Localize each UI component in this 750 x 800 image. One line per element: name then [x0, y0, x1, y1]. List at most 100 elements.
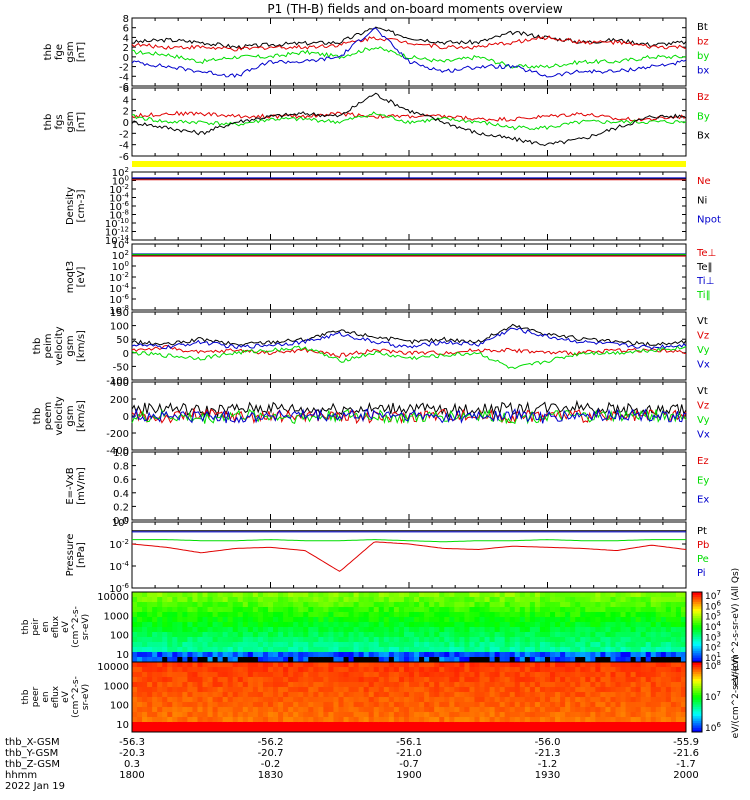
spectrogram-cell: [318, 602, 324, 608]
spectrogram-cell: [464, 717, 470, 723]
spectrogram-cell: [529, 702, 536, 708]
spectrogram-cell: [257, 677, 264, 683]
ylabel-line: [cm-3]: [76, 189, 87, 222]
spectrogram-cell: [650, 622, 657, 628]
spectrogram-cell: [403, 727, 410, 733]
spectrogram-cell: [539, 592, 546, 598]
spectrogram-cell: [323, 632, 329, 638]
spectrogram-cell: [343, 682, 350, 688]
spectrogram-cell: [635, 707, 642, 713]
spectrogram-cell: [147, 687, 153, 693]
spectrogram-cell: [197, 697, 204, 703]
spectrogram-cell: [373, 612, 380, 618]
spectrogram-cell: [288, 712, 294, 718]
spectrogram-cell: [615, 702, 622, 708]
spectrogram-cell: [560, 627, 566, 633]
spectrogram-cell: [555, 662, 561, 668]
spectrogram-cell: [429, 727, 435, 733]
spectrogram-cell: [610, 617, 616, 623]
spectrogram-cell: [308, 632, 314, 638]
spectrogram-cell: [318, 687, 324, 693]
spectrogram-cell: [137, 677, 143, 683]
spectrogram-cell: [580, 677, 586, 683]
series-line-Pb: [131, 541, 687, 572]
spectrogram-cell: [207, 682, 214, 688]
spectrogram-cell: [267, 662, 274, 668]
spectrogram-cell: [494, 637, 501, 643]
spectrogram-cell: [278, 682, 284, 688]
spectrogram-cell: [630, 717, 637, 723]
spectrogram-cell: [212, 627, 219, 633]
spectrogram-cell: [257, 697, 264, 703]
spectrogram-cell: [278, 647, 284, 653]
spectrogram-cell: [524, 727, 531, 733]
spectrogram-cell: [177, 602, 183, 608]
spectrogram-cell: [524, 662, 531, 668]
spectrogram-cell: [318, 692, 324, 698]
spectrogram-cell: [343, 707, 350, 713]
spectrogram-cell: [600, 677, 606, 683]
spectrogram-cell: [454, 612, 460, 618]
ytick-label: 1.0: [113, 448, 129, 459]
spectrogram-cell: [313, 677, 319, 683]
spectrogram-cell: [499, 682, 506, 688]
spectrogram-cell: [565, 637, 571, 643]
spectrogram-cell: [162, 652, 168, 658]
spectrogram-cell: [675, 602, 682, 608]
spectrogram-cell: [499, 697, 506, 703]
spectrogram-cell: [680, 707, 687, 713]
spectrogram-cell: [288, 622, 294, 628]
spectrogram-cell: [560, 657, 566, 663]
spectrogram-cell: [529, 592, 536, 598]
spectrogram-cell: [298, 652, 304, 658]
footer-row-label: hhmm: [5, 770, 37, 781]
spectrogram-cell: [424, 727, 430, 733]
spectrogram-cell: [459, 652, 465, 658]
spectrogram-cell: [293, 607, 299, 613]
spectrogram-cell: [348, 617, 355, 623]
spectrogram-cell: [454, 592, 460, 598]
spectrogram-cell: [192, 707, 198, 713]
spectrogram-cell: [343, 602, 350, 608]
spectrogram-cell: [333, 707, 339, 713]
spectrogram-cell: [257, 672, 264, 678]
spectrogram-cell: [449, 712, 455, 718]
spectrogram-cell: [262, 642, 269, 648]
spectrogram-cell: [409, 702, 415, 708]
spectrogram-cell: [137, 657, 143, 663]
spectrogram-cell: [348, 707, 355, 713]
spectrogram-cell: [439, 592, 445, 598]
spectrogram-cell: [580, 657, 586, 663]
spectrogram-cell: [469, 697, 475, 703]
spectrogram-cell: [237, 667, 244, 673]
series-line-Bt: [131, 26, 687, 50]
spectrogram-cell: [147, 697, 153, 703]
spectrogram-cell: [444, 627, 450, 633]
spectrogram-cell: [529, 622, 536, 628]
spectrogram-cell: [665, 727, 672, 733]
spectrogram-cell: [615, 712, 622, 718]
spectrogram-cell: [469, 617, 475, 623]
spectrogram-cell: [157, 592, 163, 598]
spectrogram-cell: [278, 662, 284, 668]
spectrogram-cell: [212, 642, 219, 648]
spectrogram-cell: [383, 677, 390, 683]
spectrogram-cell: [137, 647, 143, 653]
spectrogram-cell: [393, 607, 400, 613]
spectrogram-cell: [167, 667, 173, 673]
spectrogram-cell: [660, 712, 667, 718]
spectrogram-cell: [257, 727, 264, 733]
spectrogram-cell: [378, 722, 385, 728]
spectrogram-cell: [172, 707, 178, 713]
spectrogram-cell: [655, 597, 662, 603]
spectrogram-cell: [519, 597, 526, 603]
spectrogram-cell: [152, 682, 158, 688]
spectrogram-cell: [403, 597, 410, 603]
spectrogram-cell: [227, 607, 234, 613]
colorbar-label: eV/(cm^2-s-sr-eV) (All Qs): [731, 568, 741, 686]
spectrogram-cell: [338, 617, 345, 623]
spectrogram-cell: [373, 657, 380, 663]
spectrogram-cell: [378, 717, 385, 723]
spectrogram-cell: [590, 642, 596, 648]
